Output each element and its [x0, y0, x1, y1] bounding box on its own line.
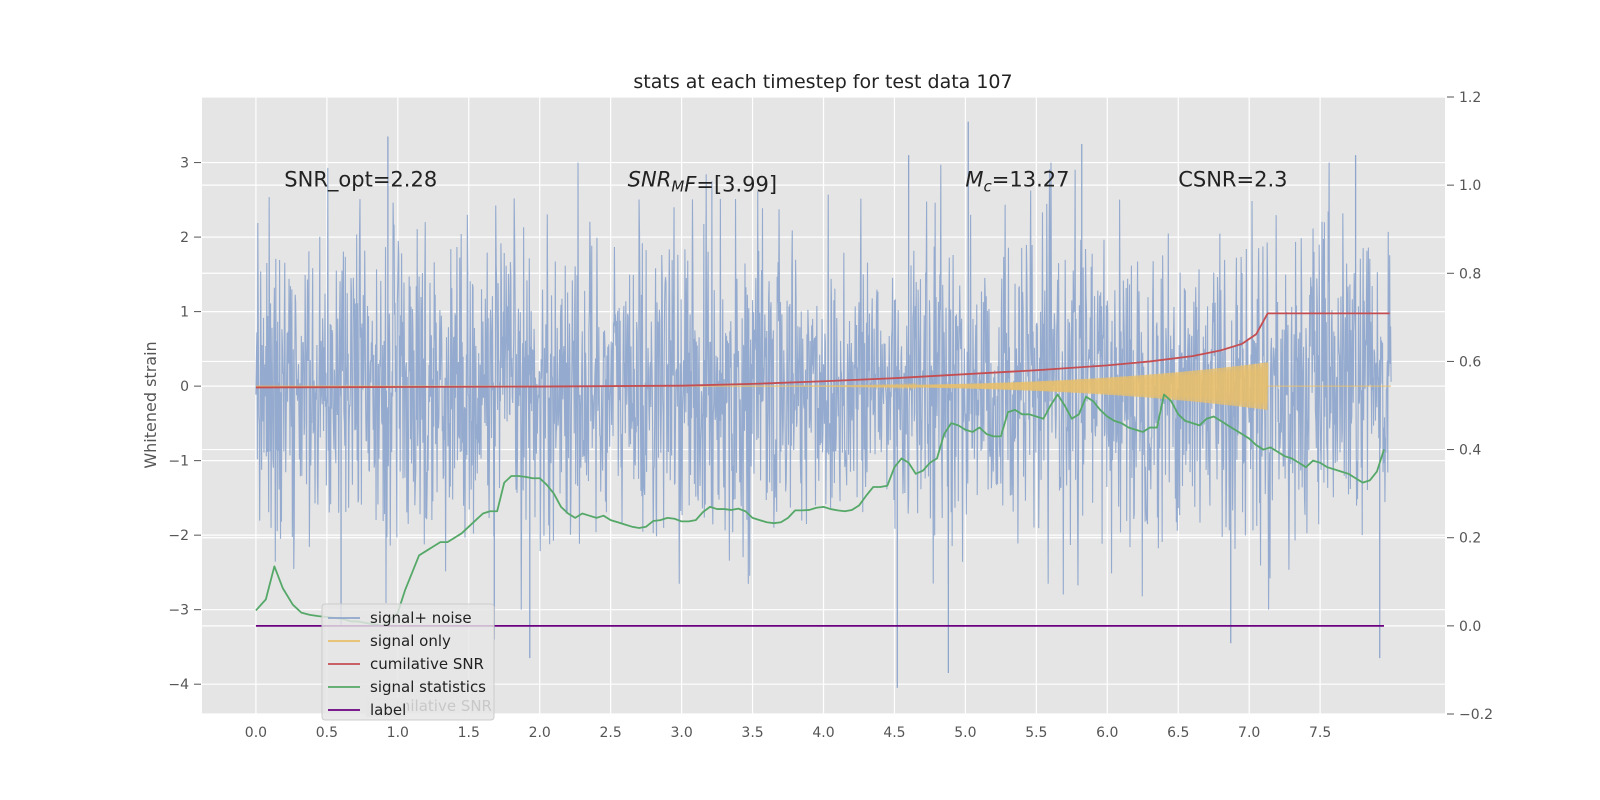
legend: cumilative SNR signal+ noise signal only cu… — [321, 603, 495, 721]
x-tick-label: 6.5 — [1167, 725, 1189, 741]
legend-label: label — [370, 701, 406, 719]
x-tick-label: 5.0 — [954, 725, 976, 741]
legend-label: signal+ noise — [370, 609, 472, 627]
x-tick-label: 2.5 — [600, 725, 622, 741]
x-tick-label: 3.0 — [670, 725, 692, 741]
y2-tick-label: 1.0 — [1459, 178, 1481, 194]
y-tick-label: 3 — [180, 156, 189, 172]
series-line-cumilative-snr — [255, 312, 1390, 389]
legend-label: cumilative SNR — [370, 655, 484, 673]
y-axis-label: Whitened strain — [141, 341, 160, 468]
x-tick-label: 0.5 — [316, 725, 338, 741]
signal-only-trace — [255, 362, 1392, 410]
legend-box — [321, 603, 495, 721]
x-tick-label: 5.5 — [1025, 725, 1047, 741]
y2-tick-label: 0.2 — [1459, 531, 1481, 547]
annotation-4: CSNR=2.3 — [1178, 167, 1287, 191]
y-tick-label: −4 — [168, 677, 189, 693]
chart-title: stats at each timestep for test data 107 — [633, 71, 1012, 93]
annotation-2: SNRMF=[3.99] — [628, 167, 777, 196]
x-tick-label: 2.0 — [529, 725, 551, 741]
y-tick-label: 1 — [180, 305, 189, 321]
ticks: 0.0 0.5 1.0 1.5 2.0 2.5 3.0 3.5 4.0 4.5 5.0 5.5 6.0 6… — [168, 90, 1493, 741]
x-tick-label: 3.5 — [741, 725, 763, 741]
x-tick-label: 4.5 — [883, 725, 905, 741]
y-tick-label: −1 — [168, 454, 189, 470]
x-tick-label: 1.5 — [458, 725, 480, 741]
x-tick-label: 7.5 — [1309, 725, 1331, 741]
series-signal-noise — [255, 121, 1392, 688]
x-tick-label: 1.0 — [387, 725, 409, 741]
x-tick-label: 6.0 — [1096, 725, 1118, 741]
legend-label: signal statistics — [370, 678, 486, 696]
y2-tick-label: 1.2 — [1459, 90, 1481, 106]
legend-overlap-text: cumilative SNR — [378, 697, 492, 715]
annotation-1: SNR_opt=2.28 — [284, 167, 437, 192]
series-line-signal-statistics — [255, 393, 1385, 627]
annotations: SNR_opt=2.28 SNRMF=[3.99] Mc=13.27 CSNR=2.3 — [284, 167, 1287, 196]
legend-label-bg — [366, 698, 406, 717]
legend-label: signal only — [370, 632, 451, 650]
annotation-3: Mc=13.27 — [965, 167, 1069, 195]
y-tick-label: 0 — [180, 379, 189, 395]
x-tick-label: 4.0 — [812, 725, 834, 741]
series-signal-only — [255, 362, 1392, 410]
y2-tick-label: 0.4 — [1459, 443, 1481, 459]
y-tick-label: −2 — [168, 528, 189, 544]
x-tick-label: 0.0 — [245, 725, 267, 741]
y-tick-label: 2 — [180, 230, 189, 246]
x-tick-label: 7.0 — [1238, 725, 1260, 741]
y2-tick-label: 0.8 — [1459, 266, 1481, 282]
y2-tick-label: 0.0 — [1459, 619, 1481, 635]
y-tick-label: −3 — [168, 603, 189, 619]
y2-tick-label: −0.2 — [1459, 707, 1493, 723]
y2-tick-label: 0.6 — [1459, 354, 1481, 370]
